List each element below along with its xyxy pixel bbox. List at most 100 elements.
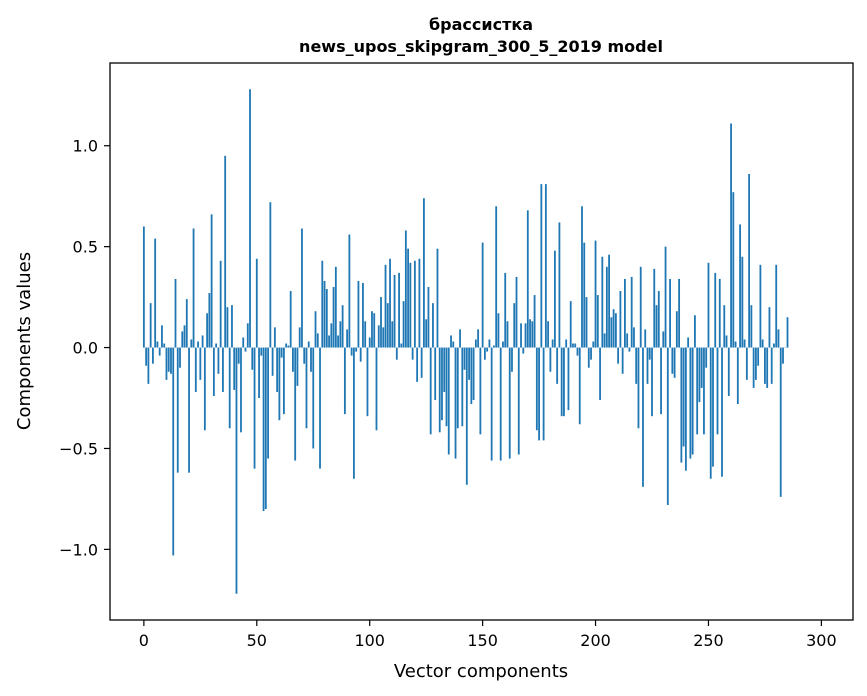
bar-component-152 <box>486 347 489 352</box>
bar-component-232 <box>666 347 669 505</box>
bar-component-36 <box>224 155 227 348</box>
bar-component-250 <box>707 262 710 348</box>
bar-component-44 <box>242 337 245 348</box>
bar-component-156 <box>495 206 498 348</box>
bar-component-278 <box>770 347 773 384</box>
bar-component-35 <box>222 347 224 392</box>
x-tick-label: 200 <box>580 631 611 650</box>
bar-component-162 <box>508 347 511 459</box>
bar-component-177 <box>542 347 545 441</box>
bar-component-102 <box>373 313 376 348</box>
bar-component-114 <box>400 343 403 348</box>
bar-component-80 <box>323 280 326 348</box>
bar-component-157 <box>497 313 500 348</box>
bar-component-134 <box>445 347 448 427</box>
bar-component-120 <box>413 260 416 348</box>
bar-component-105 <box>380 297 382 348</box>
bar-component-88 <box>341 305 344 348</box>
bars-group <box>142 89 789 594</box>
bar-component-281 <box>777 329 780 348</box>
bar-component-82 <box>328 335 330 348</box>
bar-component-24 <box>197 341 199 348</box>
bar-component-242 <box>689 347 692 459</box>
bar-component-117 <box>407 248 410 348</box>
bar-component-132 <box>441 347 443 421</box>
bar-component-41 <box>235 347 238 594</box>
bar-component-203 <box>601 256 604 348</box>
bar-component-109 <box>389 258 391 348</box>
bar-component-22 <box>192 228 195 348</box>
bar-component-206 <box>608 254 610 348</box>
bar-component-43 <box>240 347 242 433</box>
bar-component-248 <box>703 347 705 435</box>
bar-component-163 <box>511 347 513 372</box>
bar-component-3 <box>149 303 152 348</box>
bar-component-5 <box>154 238 157 348</box>
bar-component-283 <box>782 347 784 364</box>
bar-component-161 <box>506 321 509 348</box>
y-tick-label: 0.0 <box>73 339 98 358</box>
bar-component-198 <box>590 347 592 360</box>
bar-component-226 <box>653 268 656 348</box>
bar-component-223 <box>646 347 649 384</box>
bar-component-240 <box>684 347 687 471</box>
bar-component-46 <box>246 323 249 348</box>
bar-component-131 <box>438 347 441 433</box>
bar-component-213 <box>624 278 626 348</box>
bar-component-94 <box>355 347 358 352</box>
bar-component-86 <box>337 335 339 348</box>
bar-component-15 <box>176 347 179 473</box>
bar-component-176 <box>540 184 543 348</box>
bar-component-39 <box>231 305 233 348</box>
bar-component-241 <box>687 337 690 348</box>
bar-component-167 <box>520 323 522 348</box>
x-axis-ticks: 0 50 100 150 200 250 300 <box>139 620 837 650</box>
chart-title-word: брассистка <box>429 15 533 34</box>
bar-component-210 <box>617 347 620 364</box>
bar-component-191 <box>574 343 577 348</box>
bar-component-23 <box>194 347 197 392</box>
bar-component-29 <box>208 293 211 348</box>
bar-component-225 <box>651 347 653 417</box>
bar-component-9 <box>163 343 166 348</box>
bar-component-79 <box>321 260 324 348</box>
bar-component-216 <box>630 276 633 348</box>
bar-component-158 <box>499 347 502 461</box>
bar-component-89 <box>343 347 346 415</box>
bar-component-233 <box>669 278 671 348</box>
bar-component-12 <box>170 347 172 374</box>
bar-component-237 <box>678 278 681 348</box>
bar-component-122 <box>418 258 421 348</box>
bar-component-143 <box>465 347 468 485</box>
bar-component-183 <box>556 347 559 384</box>
bar-component-90 <box>346 329 349 348</box>
bar-component-174 <box>535 347 538 431</box>
bar-component-135 <box>447 347 450 455</box>
y-tick-label: 0.5 <box>73 238 98 257</box>
bar-component-246 <box>698 347 701 403</box>
y-tick-label: 1.0 <box>73 137 98 156</box>
bar-component-155 <box>493 345 495 348</box>
bar-component-263 <box>736 347 739 405</box>
bar-component-160 <box>504 272 507 348</box>
bar-component-70 <box>301 228 303 348</box>
bar-component-126 <box>427 287 430 348</box>
bar-component-204 <box>603 333 606 348</box>
x-tick-label: 50 <box>247 631 267 650</box>
bar-component-130 <box>436 248 439 348</box>
bar-component-235 <box>673 347 676 378</box>
bar-component-115 <box>402 301 405 348</box>
bar-component-236 <box>675 311 678 348</box>
bar-component-11 <box>167 347 170 372</box>
bar-component-55 <box>267 347 269 459</box>
bar-component-239 <box>682 347 685 447</box>
bar-component-75 <box>312 347 315 449</box>
bar-component-279 <box>773 343 775 348</box>
bar-component-211 <box>619 291 622 348</box>
bar-component-19 <box>185 299 188 348</box>
bar-component-48 <box>251 347 254 370</box>
bar-component-30 <box>210 214 213 348</box>
bar-component-175 <box>538 347 540 441</box>
bar-component-103 <box>375 347 378 431</box>
